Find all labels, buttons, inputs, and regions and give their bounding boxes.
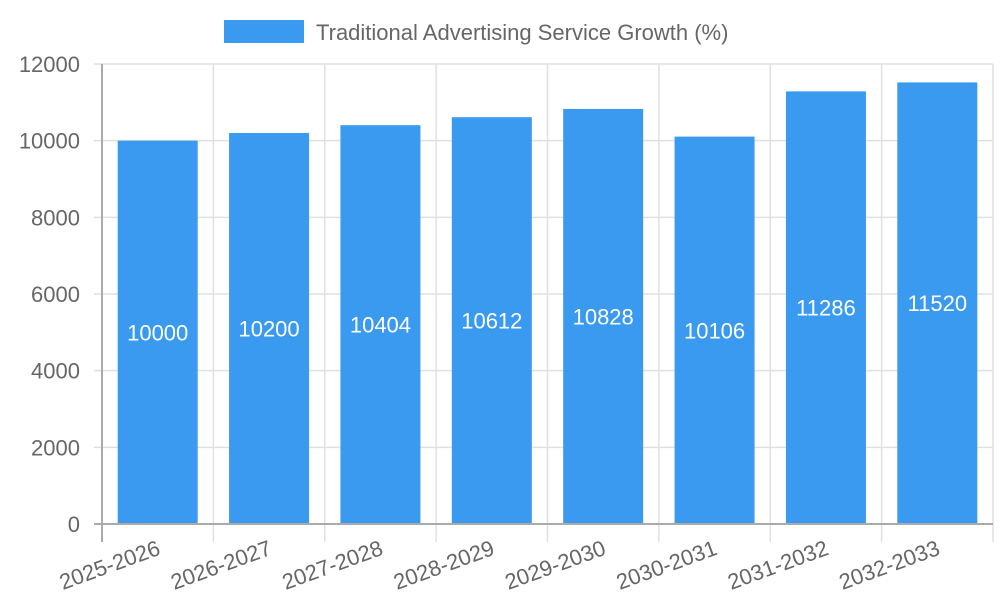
bar[interactable] <box>897 82 978 525</box>
y-tick-label: 12000 <box>19 52 80 77</box>
y-tick-label: 6000 <box>31 282 80 307</box>
x-tick-label: 2030-2031 <box>613 535 720 594</box>
bar-value-label: 11520 <box>908 291 968 316</box>
x-tick-label: 2032-2033 <box>836 535 943 594</box>
y-tick-label: 8000 <box>31 205 80 230</box>
x-axis-ticks: 2025-2026 2026-2027 2027-2028 2028-2029 2029… <box>56 535 943 594</box>
axes <box>94 64 993 542</box>
bar-value-label: 10404 <box>350 313 411 338</box>
bar-value-label: 11286 <box>796 296 856 321</box>
legend[interactable]: Traditional Advertising Service Growth (… <box>224 20 728 45</box>
bar[interactable] <box>451 117 532 524</box>
bar-value-label: 10200 <box>238 317 299 342</box>
bar-value-label: 10828 <box>573 304 634 329</box>
legend-label: Traditional Advertising Service Growth (… <box>316 20 728 45</box>
y-tick-label: 10000 <box>19 129 80 154</box>
x-tick-label: 2028-2029 <box>390 535 497 594</box>
bars: 10000 10200 10404 10612 10828 10106 11286 11520 <box>117 82 978 525</box>
bar[interactable] <box>785 91 866 525</box>
x-tick-label: 2027-2028 <box>279 535 386 594</box>
bar[interactable] <box>563 108 644 524</box>
y-tick-label: 0 <box>68 512 80 537</box>
bar-value-label: 10000 <box>127 320 188 345</box>
bar-value-label: 10106 <box>684 318 745 343</box>
x-tick-label: 2029-2030 <box>501 535 608 594</box>
x-tick-label: 2026-2027 <box>167 535 274 594</box>
bar[interactable] <box>340 125 421 525</box>
legend-swatch <box>224 20 304 43</box>
bar[interactable] <box>229 133 310 524</box>
y-axis-ticks: 0 2000 4000 6000 8000 10000 12000 <box>19 52 80 537</box>
bar[interactable] <box>117 140 198 524</box>
bar[interactable] <box>674 136 755 524</box>
bar-value-label: 10612 <box>461 309 522 334</box>
y-tick-label: 2000 <box>31 435 80 460</box>
y-tick-label: 4000 <box>31 359 80 384</box>
x-tick-label: 2031-2032 <box>724 535 831 594</box>
x-tick-label: 2025-2026 <box>56 535 163 594</box>
